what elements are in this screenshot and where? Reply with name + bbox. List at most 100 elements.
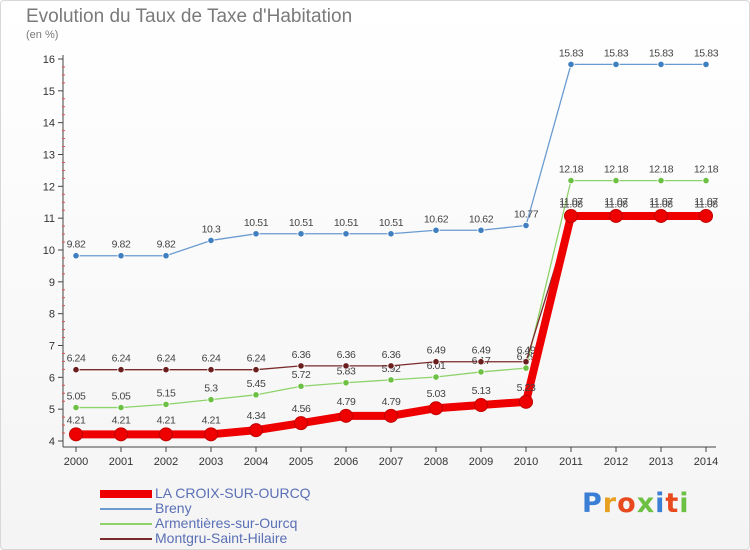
series-montgru-saint-hilaire: 6.24 6.24 6.24 6.24 6.24 6.36 6.36 6.36 6.49 6.49… <box>67 199 719 374</box>
data-point <box>564 208 578 223</box>
data-label: 11.07 <box>604 196 628 208</box>
data-point <box>342 230 350 238</box>
data-label: 4.34 <box>247 410 266 422</box>
data-point <box>297 362 305 370</box>
series-armenti-res-sur-ourcq: 5.055.055.155.35.455.725.835.926.016.176… <box>67 164 719 412</box>
x-tick-label: 2014 <box>694 456 718 468</box>
data-point <box>429 401 443 416</box>
data-point <box>117 403 125 412</box>
y-tick-label: 11 <box>44 213 55 225</box>
data-point <box>117 366 125 374</box>
data-point <box>702 177 710 185</box>
y-tick-label: 4 <box>49 436 55 448</box>
legend-swatch <box>100 508 152 510</box>
y-tick-label: 9 <box>49 277 55 289</box>
data-label: 12.18 <box>559 164 584 176</box>
data-point <box>432 226 440 234</box>
data-label: 6.49 <box>517 345 536 357</box>
legend-label: LA CROIX-SUR-OURCQ <box>155 485 311 501</box>
x-tick-label: 2010 <box>514 456 538 468</box>
data-point <box>297 230 305 238</box>
data-point <box>252 366 260 374</box>
data-label: 6.24 <box>202 353 221 365</box>
legend-swatch <box>100 490 152 498</box>
data-label: 12.18 <box>604 164 629 176</box>
x-tick-label: 2004 <box>244 456 268 468</box>
data-point <box>69 427 83 442</box>
x-tick-label: 2009 <box>469 456 493 468</box>
data-label: 6.24 <box>67 353 86 365</box>
legend-label: Armentières-sur-Ourcq <box>155 515 298 531</box>
data-label: 11.08 <box>559 199 583 211</box>
data-point <box>207 396 215 404</box>
data-point <box>249 423 263 438</box>
data-label: 15.83 <box>694 47 719 59</box>
x-tick-label: 2006 <box>334 456 358 468</box>
data-label: 4.21 <box>202 414 221 426</box>
data-label: 4.21 <box>67 414 86 426</box>
y-tick-label: 5 <box>49 404 55 416</box>
logo-letter: t <box>665 488 680 519</box>
data-label: 10.51 <box>289 217 314 229</box>
data-point <box>162 252 170 260</box>
data-point <box>519 394 533 409</box>
data-label: 4.56 <box>292 403 311 415</box>
x-tick-label: 2007 <box>379 456 403 468</box>
data-label: 10.62 <box>424 213 449 225</box>
data-label: 11.08 <box>694 199 718 211</box>
data-label: 6.36 <box>337 349 356 361</box>
data-point <box>252 230 260 238</box>
data-label: 6.29 <box>517 351 536 363</box>
logo-letter: o <box>617 488 637 519</box>
y-tick-label: 8 <box>49 309 55 321</box>
legend-swatch <box>100 523 152 525</box>
data-label: 6.36 <box>292 349 311 361</box>
x-tick-label: 2011 <box>559 456 583 468</box>
data-point <box>114 427 128 442</box>
y-tick-label: 10 <box>43 245 55 257</box>
data-label: 4.79 <box>382 396 401 408</box>
data-point <box>657 60 665 69</box>
data-point <box>387 376 395 384</box>
x-tick-label: 2002 <box>154 456 178 468</box>
data-point <box>339 408 353 423</box>
legend-label: Breny <box>155 500 192 516</box>
data-point <box>159 427 173 442</box>
data-point <box>117 252 125 260</box>
data-point <box>477 358 485 366</box>
data-label: 5.05 <box>112 391 131 403</box>
y-tick-label: 15 <box>43 86 55 98</box>
data-label: 5.15 <box>157 387 176 399</box>
data-label: 10.51 <box>244 217 269 229</box>
x-tick-label: 2008 <box>424 456 448 468</box>
data-point <box>342 379 350 387</box>
x-tick-label: 2003 <box>199 456 223 468</box>
logo-letter: i <box>655 488 666 519</box>
data-label: 6.24 <box>157 353 176 365</box>
y-tick-label: 12 <box>43 181 55 193</box>
y-tick-label: 16 <box>43 54 55 66</box>
data-label: 10.3 <box>202 223 221 235</box>
data-label: 5.45 <box>247 378 266 390</box>
data-label: 11.08 <box>604 199 628 211</box>
legend-swatch <box>100 538 152 540</box>
data-label: 6.01 <box>427 360 446 372</box>
data-point <box>207 236 215 245</box>
data-point <box>432 373 440 381</box>
y-tick-label: 13 <box>43 150 55 162</box>
data-label: 6.36 <box>382 349 401 361</box>
data-point <box>609 208 623 223</box>
x-tick-label: 2005 <box>289 456 313 468</box>
y-tick-label: 14 <box>43 118 55 130</box>
data-label: 9.82 <box>67 239 86 251</box>
data-point <box>384 408 398 423</box>
data-point <box>612 177 620 185</box>
data-point <box>567 177 575 185</box>
data-point <box>432 358 440 366</box>
data-point <box>474 398 488 413</box>
data-point <box>162 400 170 408</box>
data-label: 11.07 <box>559 196 583 208</box>
data-point <box>204 427 218 442</box>
